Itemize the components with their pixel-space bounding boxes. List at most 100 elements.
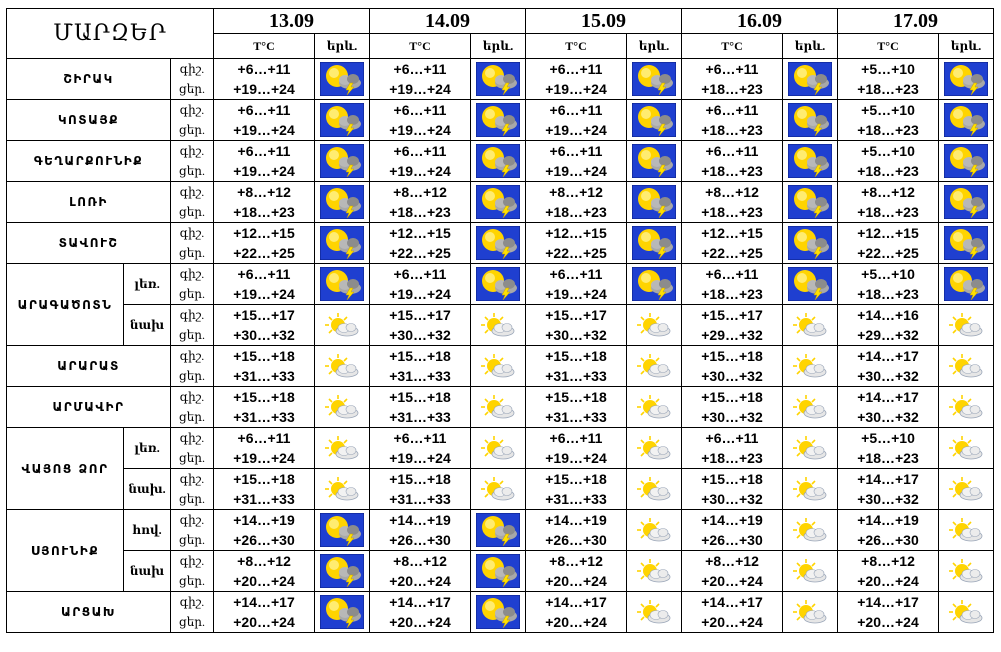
thunderstorm-icon [476,185,520,219]
subzone-label: հով. [123,509,171,551]
temperature-cell: +12…+15 +22…+25 [213,222,315,264]
partly-sunny-icon [636,435,672,461]
thunderstorm-icon [320,513,364,547]
weather-cell [938,263,994,305]
night-temperature: +12…+15 [857,225,919,241]
day-temperature: +31…+33 [545,491,607,507]
day-temperature: +30…+32 [701,409,763,425]
night-temperature: +5…+10 [861,266,915,282]
night-temperature: +6…+11 [705,266,759,282]
temperature-cell: +5…+10 +18…+23 [837,427,939,469]
day-temperature: +31…+33 [233,368,295,384]
day-temperature: +19…+24 [389,163,451,179]
partly-sunny-icon [636,599,672,625]
temperature-cell: +6…+11 +19…+24 [369,99,471,141]
weather-cell [626,58,682,100]
weather-cell [470,550,526,592]
day-temperature: +19…+24 [233,122,295,138]
night-label: գիշ. [179,513,205,527]
thunderstorm-icon [320,595,364,629]
weather-cell [470,427,526,469]
temperature-cell: +12…+15 +22…+25 [369,222,471,264]
weather-cell [782,99,838,141]
day-temperature: +29…+32 [857,327,919,343]
day-temperature: +19…+24 [545,450,607,466]
night-temperature: +8…+12 [705,553,759,569]
thunderstorm-icon [944,62,988,96]
temp-column-header: T°C [369,33,471,59]
weather-cell [314,181,370,223]
thunderstorm-icon [788,267,832,301]
day-temperature: +18…+23 [701,122,763,138]
temperature-cell: +6…+11 +19…+24 [369,427,471,469]
date-header: 14.09 [369,8,526,34]
temperature-cell: +14…+16 +29…+32 [837,304,939,346]
night-temperature: +15…+18 [545,348,607,364]
temperature-cell: +15…+18 +30…+32 [681,386,783,428]
night-temperature: +14…+19 [701,512,763,528]
day-night-labels: գիշ. ցեր. [170,263,214,305]
night-temperature: +14…+19 [545,512,607,528]
day-temperature: +19…+24 [233,286,295,302]
thunderstorm-icon [476,226,520,260]
day-temperature: +31…+33 [545,368,607,384]
weather-cell [626,550,682,592]
temperature-cell: +15…+18 +31…+33 [369,386,471,428]
day-night-labels: գիշ. ցեր. [170,222,214,264]
night-temperature: +15…+18 [233,471,295,487]
weather-column-header: երև. [626,33,682,59]
forecast-body: ՇԻՐԱԿ գիշ. ցեր. +6…+11 +19…+24 +6…+11 +19…+24 +… [6,58,994,633]
weather-cell [782,222,838,264]
day-temperature: +30…+32 [701,491,763,507]
day-temperature: +18…+23 [857,286,919,302]
weather-cell [314,427,370,469]
night-temperature: +14…+19 [389,512,451,528]
night-label: գիշ. [179,267,205,281]
thunderstorm-icon [320,144,364,178]
weather-cell [938,140,994,182]
night-temperature: +5…+10 [861,143,915,159]
night-temperature: +14…+17 [233,594,295,610]
temperature-cell: +15…+18 +31…+33 [525,468,627,510]
partly-sunny-icon [792,394,828,420]
temperature-cell: +8…+12 +18…+23 [837,181,939,223]
weather-cell [782,591,838,633]
temperature-cell: +8…+12 +20…+24 [525,550,627,592]
temperature-cell: +5…+10 +18…+23 [837,140,939,182]
thunderstorm-icon [320,62,364,96]
weather-cell [626,263,682,305]
partly-sunny-icon [636,517,672,543]
temperature-cell: +15…+17 +30…+32 [525,304,627,346]
day-temperature: +31…+33 [389,491,451,507]
thunderstorm-icon [476,103,520,137]
region-row: ՍՅՈՒՆԻՔ հով. գիշ. ցեր. +14…+19 +26…+30 +14…+19… [6,509,994,592]
day-temperature: +22…+25 [389,245,451,261]
temperature-cell: +15…+18 +31…+33 [525,345,627,387]
day-label: ցեր. [179,246,205,260]
temperature-cell: +8…+12 +20…+24 [369,550,471,592]
day-temperature: +31…+33 [389,368,451,384]
partly-sunny-icon [480,476,516,502]
weather-cell [782,58,838,100]
day-night-labels: գիշ. ցեր. [170,181,214,223]
region-row: ԳԵՂԱՐՔՈՒՆԻՔ գիշ. ցեր. +6…+11 +19…+24 +6…+11 +1… [6,140,994,182]
temp-column-header: T°C [525,33,627,59]
day-temperature: +20…+24 [389,614,451,630]
thunderstorm-icon [476,267,520,301]
day-label: ցեր. [179,533,205,547]
night-temperature: +5…+10 [861,61,915,77]
thunderstorm-icon [788,185,832,219]
temperature-cell: +6…+11 +19…+24 [213,58,315,100]
weather-column-header: երև. [938,33,994,59]
region-name: ԱՐԱՐԱՏ [6,345,171,387]
night-temperature: +12…+15 [233,225,295,241]
weather-cell [782,550,838,592]
thunderstorm-icon [944,185,988,219]
temperature-cell: +6…+11 +19…+24 [525,58,627,100]
partly-sunny-icon [480,394,516,420]
partly-sunny-icon [948,353,984,379]
day-temperature: +20…+24 [701,573,763,589]
partly-sunny-icon [636,394,672,420]
thunderstorm-icon [476,513,520,547]
weather-cell [938,345,994,387]
